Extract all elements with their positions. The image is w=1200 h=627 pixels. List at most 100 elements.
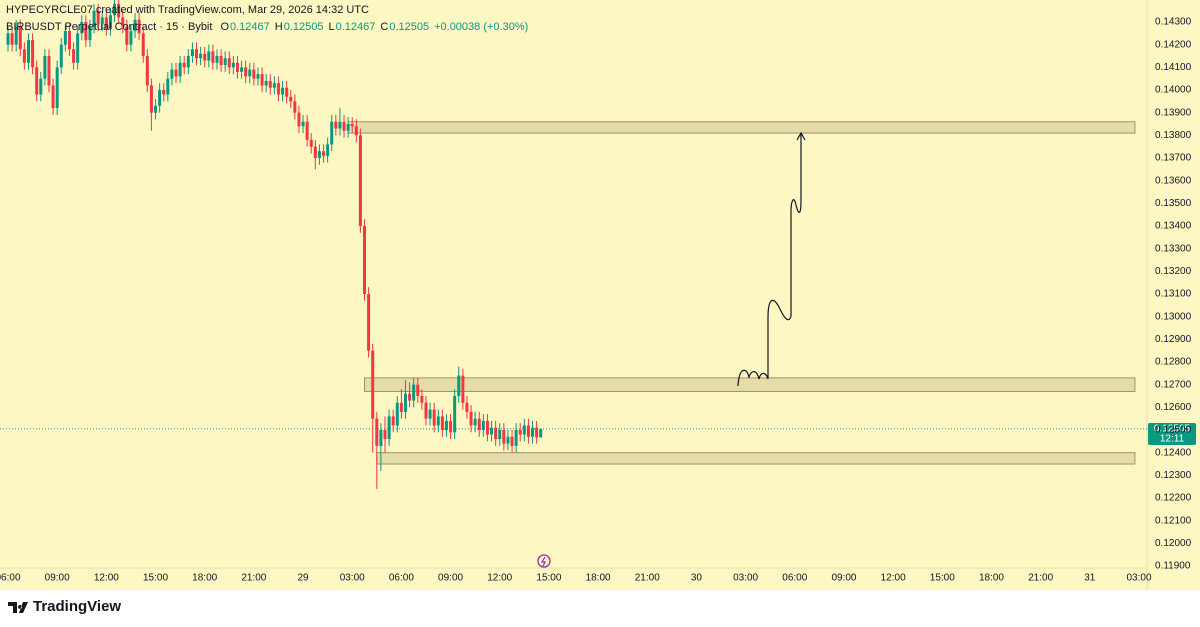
- candle-body: [412, 384, 416, 401]
- candle-body: [399, 402, 403, 412]
- candle-body: [387, 416, 391, 440]
- candle-body: [174, 69, 178, 77]
- legend: BIRBUSDT Perpetual Contract · 15 · Bybit…: [6, 21, 528, 33]
- event-circle: [537, 554, 551, 568]
- candle-body: [219, 56, 223, 66]
- candle-body: [289, 96, 293, 102]
- candle-body: [92, 10, 96, 27]
- y-tick-label: 0.12700: [1155, 379, 1192, 390]
- y-tick-label: 0.14100: [1155, 62, 1192, 73]
- candle-body: [436, 416, 440, 426]
- y-tick-label: 0.13700: [1155, 153, 1192, 164]
- candle-body: [383, 430, 387, 440]
- candle-body: [190, 49, 194, 56]
- candle-body: [518, 430, 522, 435]
- candle-body: [235, 62, 239, 72]
- candle-body: [67, 31, 71, 50]
- candle-body: [199, 53, 203, 59]
- candle-body: [453, 396, 457, 433]
- candle-body: [449, 420, 453, 433]
- y-tick-label: 0.13600: [1155, 175, 1192, 186]
- candle-body: [154, 105, 158, 113]
- y-tick-label: 0.13900: [1155, 107, 1192, 118]
- candle-body: [330, 121, 334, 145]
- candle-body: [113, 3, 117, 16]
- y-tick-label: 0.13200: [1155, 266, 1192, 277]
- symbol-label: BIRBUSDT Perpetual Contract · 15 · Bybit: [6, 21, 212, 33]
- candle-body: [363, 226, 367, 294]
- event-bolt: [540, 556, 546, 567]
- x-tick-label: 15:00: [536, 573, 561, 584]
- x-tick-label: 06:00: [389, 573, 414, 584]
- candle-body: [231, 62, 235, 68]
- candle-body: [264, 80, 268, 86]
- candle-body: [43, 56, 47, 79]
- candle-body: [256, 74, 260, 79]
- candle-body: [207, 51, 211, 61]
- candle-body: [252, 69, 256, 79]
- y-tick-label: 0.12500: [1155, 425, 1192, 436]
- y-tick-label: 0.11900: [1155, 561, 1191, 572]
- zone: [347, 121, 1136, 134]
- x-tick-label: 21:00: [635, 573, 660, 584]
- candle-body: [268, 80, 272, 88]
- y-tick-label: 0.14200: [1155, 39, 1192, 50]
- candle-body: [186, 56, 190, 68]
- y-tick-label: 0.12100: [1155, 515, 1192, 526]
- y-tick-label: 0.12800: [1155, 357, 1192, 368]
- candle-body: [395, 402, 399, 426]
- candle-body: [47, 56, 51, 86]
- candle-body: [522, 425, 526, 435]
- candle-body: [317, 151, 321, 158]
- x-tick-label: 21:00: [1028, 573, 1053, 584]
- projection-arrowhead: [796, 131, 806, 141]
- x-tick-label: 09:00: [45, 573, 70, 584]
- candle-body: [350, 124, 354, 127]
- candle-body: [108, 15, 112, 29]
- x-tick-label: 29: [297, 573, 309, 584]
- candle-body: [203, 53, 207, 61]
- event-icon: [537, 554, 551, 568]
- candle-body: [469, 411, 473, 426]
- projection-path: [737, 134, 802, 387]
- candle-body: [281, 87, 285, 95]
- x-tick-label: 15:00: [143, 573, 168, 584]
- candle-body: [539, 428, 543, 438]
- candle-body: [506, 436, 510, 444]
- brand-logo: [8, 602, 28, 613]
- y-tick-label: 0.14000: [1155, 85, 1192, 96]
- x-tick-label: 12:00: [94, 573, 119, 584]
- candle-body: [371, 350, 375, 419]
- candle-body: [313, 146, 317, 158]
- candle-body: [276, 83, 280, 95]
- candle-body: [375, 418, 379, 446]
- candle-body: [72, 49, 76, 63]
- y-tick-label: 0.14300: [1155, 17, 1192, 28]
- candle-body: [285, 87, 289, 97]
- candle-body: [473, 418, 477, 426]
- candle-body: [80, 22, 84, 34]
- candle-body: [408, 393, 412, 401]
- candle-body: [39, 78, 43, 95]
- candle-body: [125, 26, 129, 45]
- candle-body: [510, 436, 514, 446]
- candle-body: [6, 33, 10, 45]
- y-tick-label: 0.13300: [1155, 243, 1192, 254]
- candle-body: [170, 69, 174, 79]
- candle-body: [182, 62, 186, 68]
- candle-body: [149, 85, 153, 113]
- candle-body: [96, 10, 100, 25]
- credit-text: HYPECYRCLE07 created with TradingView.co…: [6, 4, 369, 16]
- candle-body: [227, 58, 231, 68]
- candle-body: [293, 101, 297, 113]
- brand-name: TradingView: [33, 598, 121, 615]
- candle-body: [240, 67, 244, 72]
- candle-body: [117, 3, 121, 18]
- candle-body: [477, 418, 481, 430]
- candle-body: [248, 69, 252, 77]
- candle-body: [494, 427, 498, 440]
- candle-body: [514, 430, 518, 446]
- candle-body: [334, 121, 338, 129]
- readout-key: O: [220, 21, 229, 33]
